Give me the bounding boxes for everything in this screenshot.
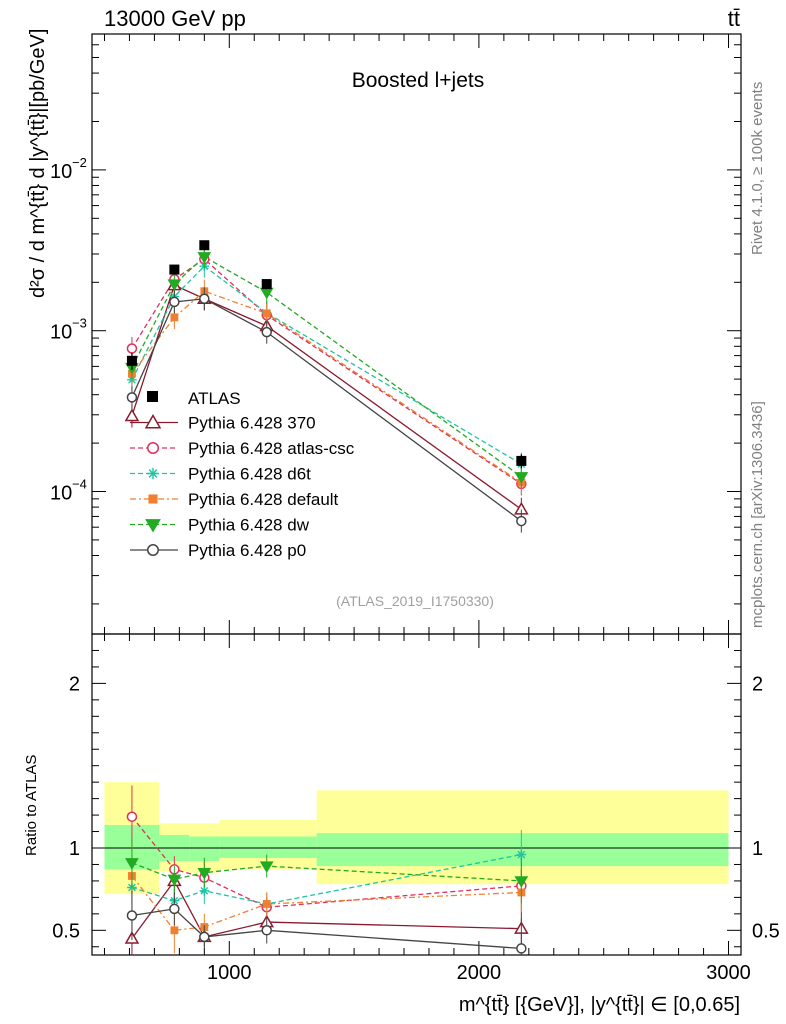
ratio-tick-label: 0.5 <box>52 920 80 942</box>
triangle-down-marker <box>259 861 274 874</box>
square-marker <box>262 900 271 908</box>
data-point <box>199 240 210 251</box>
star-marker <box>147 467 159 480</box>
triangle-down-marker <box>197 252 212 264</box>
triangle-down-marker <box>167 874 182 887</box>
circle-marker <box>199 931 210 943</box>
circle-marker <box>126 910 138 921</box>
band-inner <box>316 833 729 867</box>
triangle-down-marker <box>197 867 212 880</box>
ratio-tick-label-right: 0.5 <box>752 920 780 942</box>
legend-label: Pythia 6.428 atlas-csc <box>188 439 355 458</box>
circle-marker <box>261 326 272 338</box>
x-axis-label: m^{tt̄} [{GeV}], |y^{tt̄}| ∈ [0,0.65] <box>459 994 740 1016</box>
triangle-down-marker <box>514 876 529 888</box>
circle-marker <box>126 392 138 403</box>
ratio-series-line <box>131 879 522 939</box>
y-axis-label: d²σ / d m^{tt̄} d |y^{tt̄}|[pb/GeV] <box>27 29 49 298</box>
triangle-down-marker <box>514 472 529 484</box>
ratio-tick-label-right: 2 <box>752 673 763 695</box>
x-tick-label: 3000 <box>706 962 751 984</box>
triangle-down-marker <box>125 858 139 870</box>
circle-marker <box>147 544 159 556</box>
circle-marker <box>147 442 159 454</box>
series-line <box>131 298 522 522</box>
band-inner <box>189 836 220 862</box>
data-point <box>516 455 527 466</box>
ratio-tick-label: 2 <box>69 673 80 695</box>
legend-label: ATLAS <box>188 389 241 408</box>
y-tick-label: 10 <box>50 483 72 505</box>
circle-marker <box>169 903 180 915</box>
uncertainty-bands <box>92 782 741 895</box>
ratio-axis-label: Ratio to ATLAS <box>23 755 40 856</box>
legend-label: Pythia 6.428 default <box>188 490 339 509</box>
square-marker <box>148 494 158 504</box>
y-tick-exponent: −4 <box>72 477 87 492</box>
legend-label: Pythia 6.428 p0 <box>188 541 306 560</box>
legend-label: Pythia 6.428 370 <box>188 414 316 433</box>
x-tick-label: 2000 <box>457 962 502 984</box>
rivet-version: Rivet 4.1.0, ≥ 100k events <box>749 82 766 255</box>
circle-marker <box>169 296 180 308</box>
triangle-marker <box>124 408 140 422</box>
star-marker <box>199 886 210 896</box>
square-marker <box>170 313 179 322</box>
circle-marker <box>126 811 138 822</box>
square-marker <box>170 926 179 935</box>
analysis-id: (ATLAS_2019_I1750330) <box>336 593 494 609</box>
legend-label: Pythia 6.428 d6t <box>188 465 311 484</box>
band-inner <box>219 836 317 858</box>
data-point <box>126 355 137 366</box>
triangle-down-marker <box>167 279 182 292</box>
circle-marker <box>516 515 527 527</box>
star-marker <box>516 849 527 860</box>
chart-title: Boosted l+jets <box>352 69 485 92</box>
y-tick-exponent: −2 <box>72 155 87 170</box>
legend-marker-atlas <box>147 391 158 402</box>
ratio-frame <box>91 633 742 956</box>
circle-marker <box>199 293 210 305</box>
triangle-down-marker <box>145 519 161 533</box>
data-point <box>169 264 180 275</box>
process-label: tt̄ <box>728 6 740 31</box>
y-tick-label: 10 <box>50 161 72 183</box>
triangle-down-marker <box>259 287 274 300</box>
mcplots-credit: mcplots.cern.ch [arXiv:1306.3436] <box>749 401 766 628</box>
circle-marker <box>126 343 138 354</box>
y-tick-label: 10 <box>50 322 72 344</box>
energy-label: 13000 GeV pp <box>104 6 246 31</box>
circle-marker <box>261 925 272 936</box>
square-marker <box>262 309 271 318</box>
data-marks <box>124 240 529 955</box>
triangle-marker <box>144 413 162 429</box>
y-tick-exponent: −3 <box>72 316 87 331</box>
plot-frames <box>91 33 742 956</box>
x-tick-label: 1000 <box>207 962 252 984</box>
legend-label: Pythia 6.428 dw <box>188 516 310 535</box>
ratio-tick-label-right: 1 <box>752 838 763 860</box>
circle-marker <box>516 943 527 954</box>
legend: ATLAS Pythia 6.428 370 Pythia 6.428 atlas-… <box>130 389 355 560</box>
series-line <box>131 290 522 484</box>
ratio-tick-label: 1 <box>69 838 80 860</box>
data-point <box>261 279 272 290</box>
